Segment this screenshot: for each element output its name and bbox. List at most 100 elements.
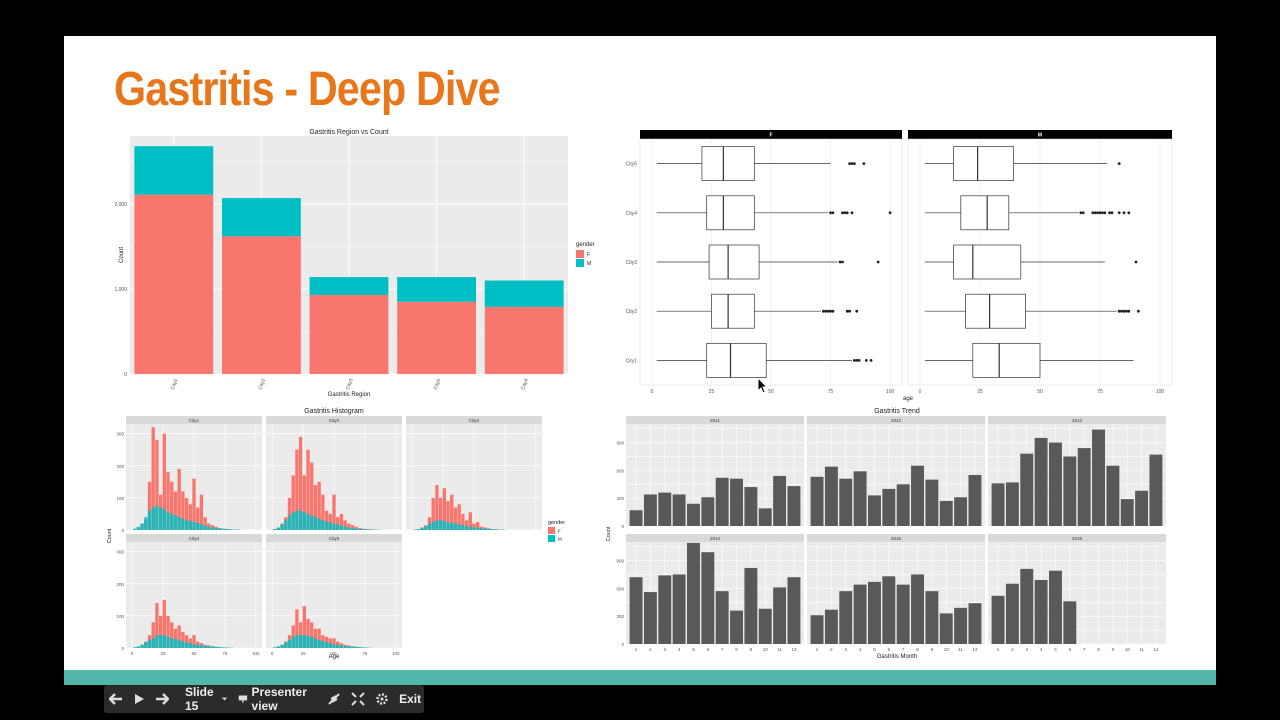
outlier-point — [829, 309, 832, 313]
trend-bar — [954, 607, 968, 644]
exit-button[interactable]: Exit — [394, 685, 426, 713]
histogram-bar-m — [343, 645, 347, 648]
trend-bar — [730, 610, 743, 644]
x-tick-label: City3 — [345, 378, 355, 391]
histogram-bar-m — [442, 521, 446, 530]
chart-svg: F 0 25 50 75 100 M 0 25 50 75 100 City5 City4 City3 Cit… — [626, 130, 1173, 402]
trend-bar — [896, 484, 910, 526]
x-tick-label: 75 — [828, 389, 834, 395]
legend-label: F — [558, 529, 561, 534]
settings-button[interactable] — [370, 685, 394, 713]
fullscreen-button[interactable] — [346, 685, 370, 713]
y-tick-label: 300 — [616, 614, 624, 619]
histogram-bar-f — [170, 481, 174, 530]
histogram-bar-m — [339, 525, 344, 530]
trend-bar — [810, 476, 824, 526]
bar-segment — [309, 277, 389, 295]
x-tick-label: 100 — [1156, 389, 1165, 395]
histogram-bar-m — [479, 528, 484, 530]
x-tick-label: City2 — [258, 378, 268, 391]
histogram-bar-m — [291, 512, 295, 530]
histogram-bar-f — [317, 481, 321, 530]
y-axis-label: Count — [107, 528, 113, 543]
x-tick-label: 5 — [873, 647, 876, 652]
facet-label: 2012 — [891, 418, 902, 423]
y-axis-label: Count — [606, 526, 612, 541]
outlier-point — [864, 359, 868, 362]
trend-bar — [1034, 437, 1048, 526]
x-tick-label: 3 — [845, 647, 848, 652]
histogram-bar-f — [151, 427, 155, 530]
x-tick-label: 12 — [1153, 647, 1159, 652]
trend-bar — [643, 494, 657, 526]
histogram-bar-f — [347, 523, 351, 530]
outlier-point — [855, 359, 859, 362]
trend-bar — [744, 567, 758, 644]
histogram-bar-m — [461, 525, 465, 530]
y-tick-label: 200 — [116, 582, 124, 587]
y-tick-label: 100 — [116, 496, 124, 501]
x-tick-label: 10 — [763, 647, 769, 652]
histogram-bar-m — [321, 520, 325, 530]
histogram-bar-m — [222, 647, 226, 648]
histogram-bar-m — [336, 644, 340, 648]
histogram-bar-m — [332, 644, 336, 648]
histogram-bar-m — [151, 507, 155, 530]
trend-bar — [643, 592, 657, 644]
histogram-bar-m — [147, 510, 152, 530]
laser-pointer-button[interactable] — [322, 685, 346, 713]
trend-bar — [853, 471, 867, 526]
x-tick-label: 4 — [678, 647, 681, 652]
outlier-point — [831, 309, 835, 313]
trend-bar — [968, 603, 982, 644]
facet-strip — [126, 534, 262, 542]
play-button[interactable] — [128, 685, 150, 713]
x-tick-label: 0 — [651, 389, 654, 395]
histogram-bar-m — [472, 527, 476, 530]
outlier-point — [1110, 211, 1114, 215]
trend-bar — [1077, 448, 1091, 526]
x-tick-label: 4 — [859, 647, 862, 652]
histogram-bar-m — [181, 641, 185, 648]
histogram-bar-m — [147, 639, 152, 648]
box — [706, 343, 767, 378]
outlier-point — [841, 260, 844, 264]
histogram-bar-m — [203, 525, 207, 530]
presenter-view-button[interactable]: Presenter view — [233, 685, 316, 713]
slide: Gastritis - Deep Dive Gastritis Region v… — [64, 36, 1216, 670]
x-tick-label: 10 — [944, 647, 950, 652]
histogram-bar-m — [170, 513, 174, 530]
histogram-bar-f — [192, 635, 196, 648]
histogram-bar-m — [298, 510, 303, 530]
trend-bar — [658, 492, 672, 526]
outlier-point — [1101, 211, 1104, 215]
x-tick-label: 7 — [1083, 647, 1086, 652]
histogram-bar-m — [328, 522, 332, 530]
facet-strip — [126, 416, 262, 424]
x-tick-label: 100 — [252, 651, 260, 656]
facet-label: City1 — [189, 418, 200, 423]
histogram-bar-m — [427, 523, 432, 530]
histogram-bar-m — [203, 645, 207, 648]
facet-label: 2013 — [1072, 418, 1083, 423]
previous-slide-button[interactable] — [104, 685, 128, 713]
x-tick-label: 11 — [1139, 647, 1144, 652]
histogram-bar-m — [324, 521, 329, 530]
next-slide-button[interactable] — [150, 685, 174, 713]
bar-segment — [484, 306, 564, 374]
box — [972, 343, 1041, 378]
histogram-bar-m — [347, 646, 351, 648]
chevron-down-icon — [221, 697, 227, 701]
outlier-point — [1122, 211, 1126, 215]
trend-bar — [1005, 583, 1019, 644]
slide-selector-dropdown[interactable]: Slide 15 — [180, 685, 233, 713]
histogram-bar-f — [147, 481, 152, 530]
outlier-point — [848, 309, 851, 313]
outlier-point — [1134, 260, 1138, 264]
histogram-bar-f — [302, 606, 306, 648]
x-tick-label: 75 — [1097, 389, 1103, 395]
histogram-bar-f — [313, 485, 318, 530]
x-tick-label: 8 — [1097, 647, 1100, 652]
x-tick-label: 100 — [886, 389, 895, 395]
outlier-point — [1098, 211, 1102, 215]
